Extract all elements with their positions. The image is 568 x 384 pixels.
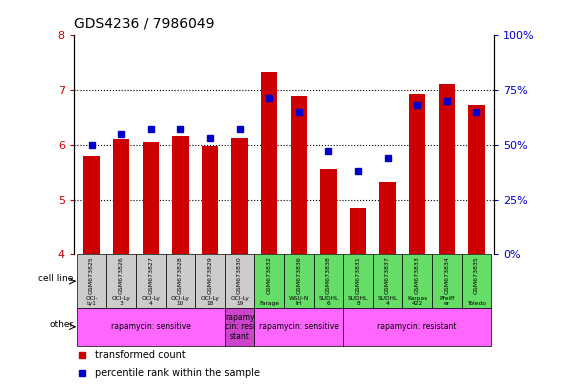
Text: GSM673825: GSM673825: [89, 256, 94, 294]
Bar: [77, 255, 106, 308]
Text: GSM673836: GSM673836: [296, 256, 301, 294]
Text: OCI-Ly
3: OCI-Ly 3: [112, 296, 131, 306]
Bar: [343, 308, 491, 346]
Text: GSM673835: GSM673835: [474, 256, 479, 294]
Text: rapamycin: resistant: rapamycin: resistant: [378, 322, 457, 331]
Bar: [83, 156, 100, 255]
Text: OCI-Ly
19: OCI-Ly 19: [230, 296, 249, 306]
Text: cell line: cell line: [39, 274, 74, 283]
Text: WSU-N
IH: WSU-N IH: [289, 296, 309, 306]
Text: SUDHL
8: SUDHL 8: [348, 296, 368, 306]
Bar: [225, 308, 254, 346]
Text: GSM673832: GSM673832: [267, 256, 272, 294]
Bar: [254, 308, 343, 346]
Bar: [291, 96, 307, 255]
Text: GSM673834: GSM673834: [444, 256, 449, 294]
Bar: [402, 255, 432, 308]
Bar: [320, 169, 337, 255]
Text: GSM673828: GSM673828: [178, 256, 183, 294]
Text: GSM673833: GSM673833: [415, 256, 420, 294]
Bar: [195, 255, 225, 308]
Bar: [166, 255, 195, 308]
Text: rapamycin: sensitive: rapamycin: sensitive: [259, 322, 339, 331]
Bar: [225, 255, 254, 308]
Text: transformed count: transformed count: [95, 350, 186, 360]
Text: GSM673827: GSM673827: [148, 256, 153, 294]
Bar: [143, 142, 159, 255]
Text: GDS4236 / 7986049: GDS4236 / 7986049: [74, 17, 214, 31]
Text: percentile rank within the sample: percentile rank within the sample: [95, 367, 260, 377]
Text: GSM673829: GSM673829: [207, 256, 212, 294]
Bar: [379, 182, 396, 255]
Bar: [202, 146, 218, 255]
Text: GSM673837: GSM673837: [385, 256, 390, 294]
Bar: [409, 94, 425, 255]
Text: OCI-Ly
18: OCI-Ly 18: [201, 296, 219, 306]
Bar: [432, 255, 462, 308]
Bar: [106, 255, 136, 308]
Text: GSM673838: GSM673838: [326, 256, 331, 294]
Bar: [261, 73, 277, 255]
Bar: [77, 308, 225, 346]
Bar: [113, 139, 130, 255]
Text: Karpas
422: Karpas 422: [407, 296, 427, 306]
Text: rapamycin: sensitive: rapamycin: sensitive: [111, 322, 191, 331]
Bar: [284, 255, 314, 308]
Text: SUDHL
4: SUDHL 4: [378, 296, 398, 306]
Text: GSM673831: GSM673831: [356, 256, 361, 294]
Bar: [314, 255, 343, 308]
Bar: [136, 255, 166, 308]
Bar: [438, 84, 455, 255]
Bar: [172, 136, 189, 255]
Text: OCI-
Ly1: OCI- Ly1: [85, 296, 98, 306]
Text: Farage: Farage: [259, 301, 279, 306]
Text: rapamy
cin: resi
stant: rapamy cin: resi stant: [224, 313, 254, 341]
Bar: [254, 255, 284, 308]
Text: Pfeiff
er: Pfeiff er: [439, 296, 454, 306]
Bar: [343, 255, 373, 308]
Bar: [373, 255, 402, 308]
Text: GSM673830: GSM673830: [237, 256, 242, 294]
Bar: [232, 138, 248, 255]
Text: SUDHL
6: SUDHL 6: [318, 296, 339, 306]
Text: other: other: [49, 320, 74, 329]
Text: Toledo: Toledo: [467, 301, 486, 306]
Bar: [462, 255, 491, 308]
Bar: [350, 208, 366, 255]
Text: OCI-Ly
10: OCI-Ly 10: [171, 296, 190, 306]
Text: OCI-Ly
4: OCI-Ly 4: [141, 296, 160, 306]
Text: GSM673826: GSM673826: [119, 256, 124, 294]
Bar: [468, 106, 485, 255]
